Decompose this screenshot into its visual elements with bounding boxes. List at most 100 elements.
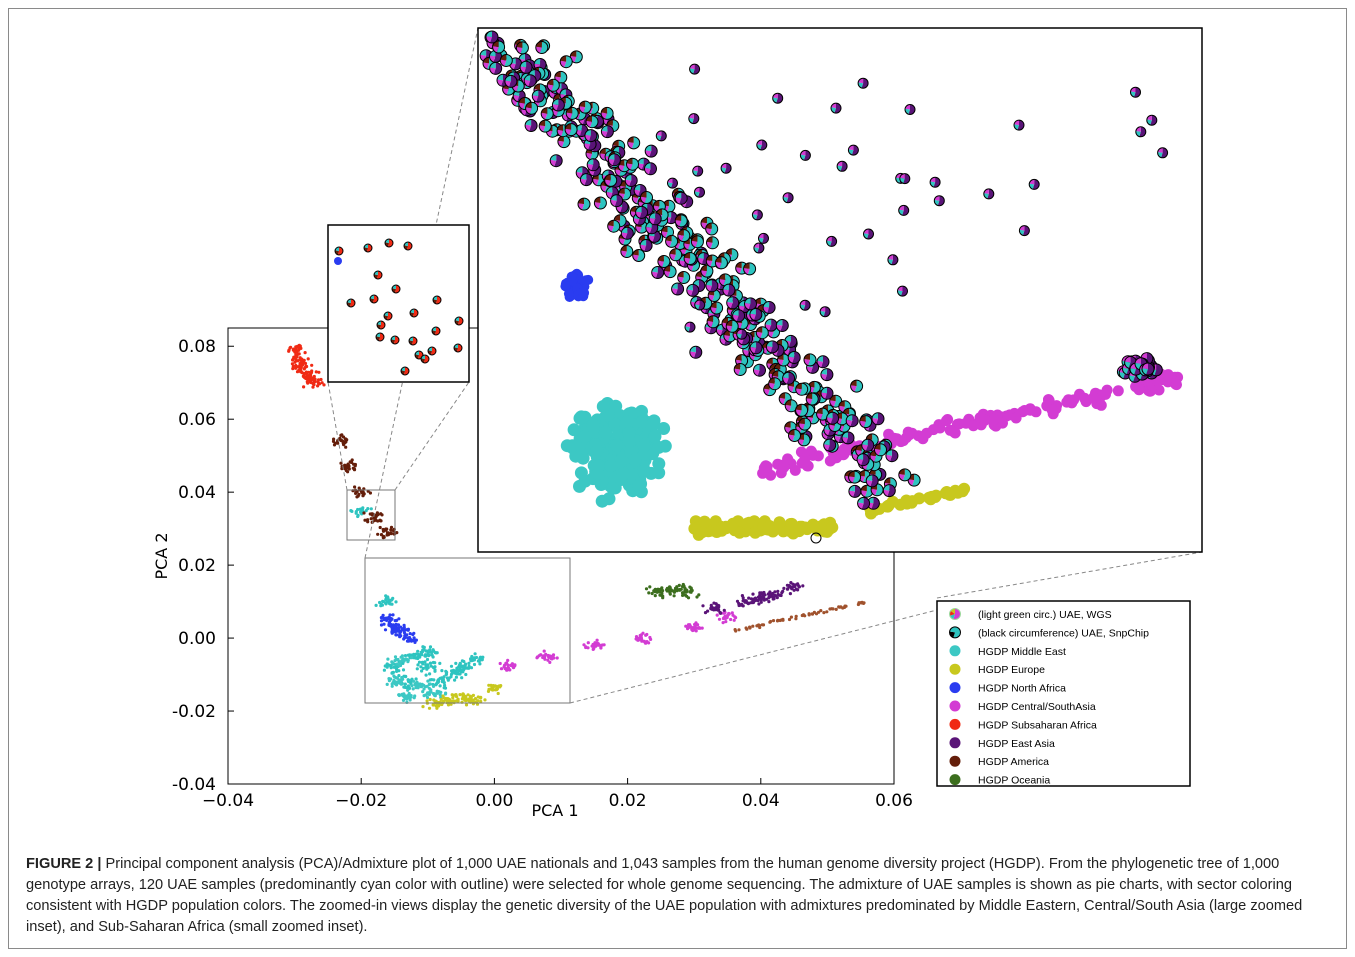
scatter-point <box>302 385 306 389</box>
admixture-pie <box>554 70 568 84</box>
scatter-point <box>757 602 761 606</box>
pie-sector <box>524 79 531 87</box>
pie-sector <box>698 300 705 310</box>
pie-sector <box>750 308 756 315</box>
pie-sector <box>667 182 673 188</box>
admixture-pie <box>525 101 539 115</box>
scatter-point <box>444 691 448 695</box>
pie-sector <box>1130 91 1136 97</box>
pie-sector <box>767 301 776 314</box>
pie-sector <box>866 433 873 440</box>
pie-outline <box>551 98 565 112</box>
pie-sector <box>714 302 723 314</box>
scatter-point <box>436 680 440 685</box>
scatter-point <box>406 658 410 662</box>
scatter-point <box>614 454 628 468</box>
pie-sector <box>541 112 548 120</box>
pie-sector <box>590 102 599 115</box>
pie-outline <box>826 235 838 247</box>
pie-sector <box>726 325 733 332</box>
scatter-point <box>293 360 297 364</box>
pie-sector <box>656 130 662 136</box>
admixture-pie <box>492 40 506 54</box>
admixture-pie <box>949 608 961 620</box>
pie-sector <box>1130 363 1136 370</box>
pie-sector <box>661 226 668 233</box>
pie-sector <box>516 80 525 92</box>
pie-outline <box>733 363 747 376</box>
pie-sector <box>705 326 711 334</box>
small-zoom-region <box>346 489 396 541</box>
pie-outline <box>688 113 700 125</box>
scatter-point <box>543 657 547 661</box>
scatter-point <box>801 460 813 472</box>
scatter-point <box>462 696 466 700</box>
pie-sector <box>865 439 874 452</box>
pie-sector <box>622 188 631 200</box>
pie-outline <box>565 106 579 120</box>
scatter-point <box>390 617 394 621</box>
pie-outline <box>584 129 598 143</box>
scatter-point <box>713 606 717 610</box>
pie-sector <box>735 262 742 269</box>
pie-sector <box>821 355 829 368</box>
pie-sector <box>619 238 625 245</box>
pie-sector <box>726 301 733 309</box>
pie-outline <box>578 100 592 114</box>
scatter-point <box>356 513 360 518</box>
pie-sector <box>547 84 554 91</box>
pie-sector <box>912 474 921 487</box>
legend-marker <box>949 663 961 675</box>
scatter-point <box>795 520 808 533</box>
scatter-point <box>352 462 356 466</box>
pie-sector <box>861 497 870 510</box>
scatter-point <box>773 516 786 529</box>
scatter-point <box>753 596 758 600</box>
pie-sector <box>612 146 619 153</box>
legend-marker <box>949 700 961 712</box>
scatter-point <box>751 624 755 628</box>
pie-sector <box>806 404 815 417</box>
pie-sector <box>616 206 623 213</box>
scatter-point <box>382 616 386 621</box>
scatter-point <box>779 593 783 598</box>
scatter-point <box>331 439 336 443</box>
scatter-point <box>789 586 793 590</box>
pie-sector <box>783 192 789 198</box>
scatter-point <box>812 610 817 615</box>
pie-sector <box>716 329 723 336</box>
pie-sector <box>726 296 733 303</box>
pie-sector <box>570 50 577 57</box>
scatter-point <box>451 696 455 700</box>
scatter-point <box>341 435 346 439</box>
pie-sector <box>817 355 823 362</box>
pie-sector <box>657 260 664 268</box>
pie-sector <box>874 448 881 456</box>
pie-sector <box>585 129 591 136</box>
admixture-pie <box>718 273 732 287</box>
pie-sector <box>710 236 719 249</box>
admixture-pie <box>898 204 910 216</box>
pie-outline <box>683 252 697 265</box>
pie-sector <box>587 163 594 171</box>
pie-sector <box>547 79 554 86</box>
scatter-point <box>997 417 1008 429</box>
pie-sector <box>866 474 873 481</box>
pie-sector <box>887 259 893 265</box>
pie-sector <box>949 626 955 633</box>
pie-sector <box>710 279 718 292</box>
y-axis-label: PCA 2 <box>152 532 171 579</box>
admixture-pie <box>857 77 869 89</box>
pie-sector <box>750 341 757 348</box>
scatter-point <box>600 643 605 647</box>
scatter-point <box>771 619 776 623</box>
pie-sector <box>420 358 425 363</box>
scatter-point <box>428 648 432 652</box>
scatter-point <box>456 671 460 675</box>
scatter-point <box>351 466 355 470</box>
pie-sector <box>372 294 379 303</box>
scatter-point <box>684 624 688 628</box>
pie-sector <box>707 320 714 328</box>
scatter-point <box>694 626 698 630</box>
pie-sector <box>851 145 859 156</box>
